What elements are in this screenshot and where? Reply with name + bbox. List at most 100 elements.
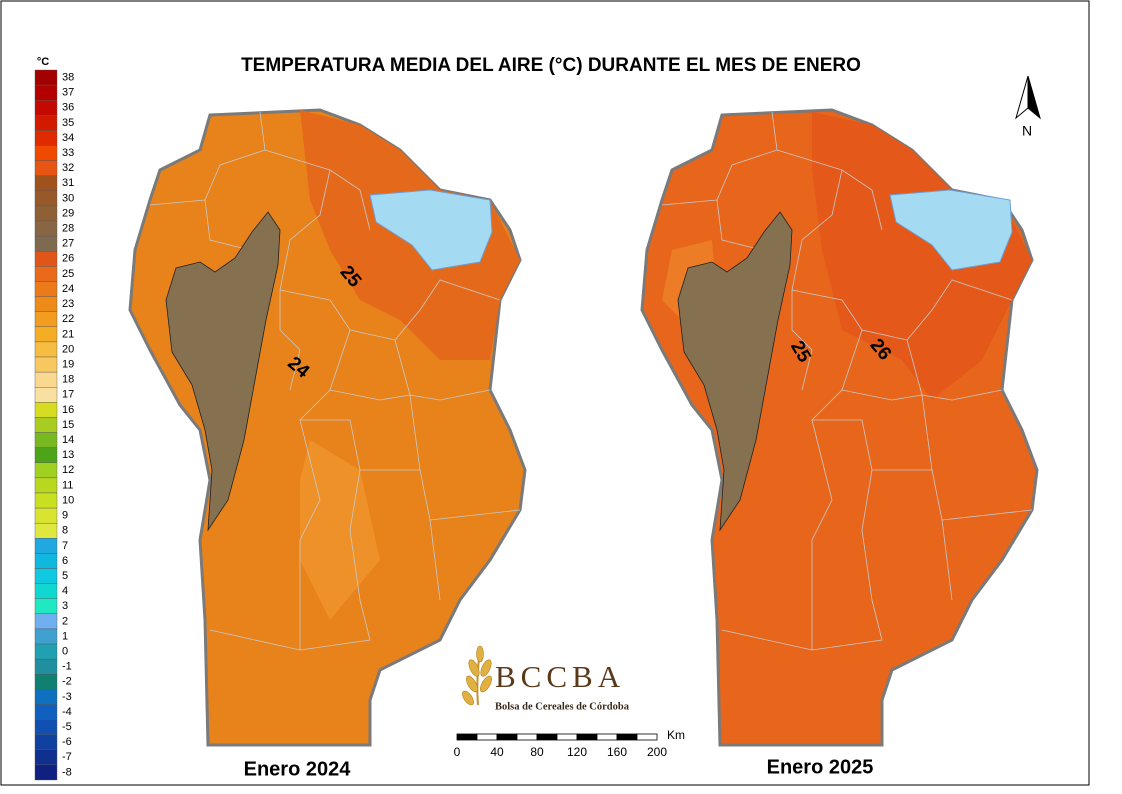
- legend-swatch: [34, 477, 58, 494]
- legend-label: 9: [62, 510, 68, 522]
- legend-label: 12: [62, 464, 74, 476]
- legend-label: 37: [62, 87, 74, 99]
- scale-segment: [636, 733, 658, 741]
- cool-zone: [300, 440, 380, 620]
- legend-label: 23: [62, 298, 74, 310]
- scale-tick: 40: [490, 745, 504, 759]
- legend-unit: °C: [37, 56, 49, 68]
- legend-swatch: [34, 417, 58, 433]
- legend-swatch: [34, 387, 58, 403]
- legend-swatch: [34, 613, 58, 630]
- legend-label: 33: [62, 147, 74, 159]
- legend-label: 16: [62, 404, 74, 416]
- scale-tick: 0: [454, 745, 461, 759]
- legend-swatch: [34, 492, 58, 509]
- logo-subtitle: Bolsa de Cereales de Córdoba: [495, 701, 630, 712]
- legend-label: 0: [62, 646, 68, 658]
- legend-swatch: [34, 764, 58, 781]
- legend-label: 18: [62, 374, 74, 386]
- legend-label: 26: [62, 253, 74, 265]
- legend-label: 31: [62, 177, 74, 189]
- legend-swatch: [34, 522, 58, 539]
- legend-swatch: [34, 658, 58, 675]
- logo: BCCBA Bolsa de Cereales de Córdoba: [462, 645, 630, 712]
- map-label: Enero 2025: [767, 756, 874, 778]
- legend-swatch: [34, 175, 58, 192]
- legend-label: 30: [62, 192, 74, 204]
- legend-swatch: [34, 568, 58, 584]
- legend-swatch: [34, 553, 58, 569]
- legend-swatch: [34, 704, 58, 720]
- legend-swatch: [34, 719, 58, 735]
- north-label: N: [1022, 123, 1032, 139]
- frame: [0, 0, 1090, 786]
- legend-label: 1: [62, 630, 68, 642]
- scale-segment: [516, 733, 538, 741]
- legend-swatch: [34, 145, 58, 161]
- scale-tick: 160: [607, 745, 627, 759]
- legend-swatch: [34, 402, 58, 418]
- scale-segment: [556, 733, 578, 741]
- scale-segment: [596, 733, 618, 741]
- legend-swatch: [34, 538, 58, 554]
- title: TEMPERATURA MEDIA DEL AIRE (°C) DURANTE …: [241, 55, 861, 76]
- scale-tick: 120: [567, 745, 587, 759]
- legend-swatch: [34, 674, 58, 690]
- legend-swatch: [34, 235, 58, 252]
- legend-swatch: [34, 462, 58, 479]
- legend-swatch: [34, 115, 58, 131]
- logo-name: BCCBA: [495, 659, 625, 694]
- legend-swatch: [34, 84, 58, 101]
- legend-label: 22: [62, 313, 74, 325]
- scale-segment: [576, 733, 598, 741]
- legend-label: 17: [62, 389, 74, 401]
- legend-swatch: [34, 583, 58, 599]
- legend-label: 32: [62, 162, 74, 174]
- map-label: Enero 2024: [244, 758, 352, 780]
- legend-swatch: [34, 220, 58, 237]
- legend-swatch: [34, 326, 58, 343]
- legend-label: 6: [62, 555, 68, 567]
- legend-label: 27: [62, 238, 74, 250]
- legend-swatch: [34, 341, 58, 358]
- legend-swatch: [34, 432, 58, 448]
- legend-label: 5: [62, 570, 68, 582]
- legend-swatch: [34, 205, 58, 222]
- legend-swatch: [34, 689, 58, 705]
- legend-swatch: [34, 628, 58, 645]
- scale-segment: [496, 733, 518, 741]
- legend-swatch: [34, 734, 58, 750]
- legend-swatch: [34, 281, 58, 297]
- legend-label: 21: [62, 328, 74, 340]
- legend-label: 19: [62, 358, 74, 370]
- legend-label: 20: [62, 343, 74, 355]
- scale-unit: Km: [667, 728, 685, 742]
- map-2025: 25 26 Enero 2025: [640, 108, 1039, 778]
- legend-label: -5: [62, 721, 72, 733]
- legend-swatch: [34, 190, 58, 207]
- legend-swatch: [34, 371, 58, 388]
- north-arrow: N: [1015, 75, 1041, 139]
- scale-segment: [616, 733, 638, 741]
- legend-label: 15: [62, 419, 74, 431]
- scale-segment: [476, 733, 498, 741]
- legend-swatch: [34, 266, 58, 282]
- legend-label: 38: [62, 71, 74, 83]
- legend-swatch: [34, 251, 58, 267]
- legend-label: -3: [62, 691, 72, 703]
- legend-label: 7: [62, 540, 68, 552]
- legend-label: 4: [62, 585, 68, 597]
- legend-label: 24: [62, 283, 74, 295]
- map-2024: 25 24 Enero 2024: [128, 108, 527, 780]
- legend-swatch: [34, 130, 58, 146]
- legend-label: 34: [62, 132, 74, 144]
- legend-label: 25: [62, 268, 74, 280]
- scale-tick: 200: [647, 745, 667, 759]
- legend-label: 3: [62, 600, 68, 612]
- warm-zone: [812, 112, 1032, 400]
- legend-swatch: [34, 447, 58, 463]
- legend-label: -6: [62, 736, 72, 748]
- legend-label: 35: [62, 117, 74, 129]
- scale-tick: 80: [530, 745, 544, 759]
